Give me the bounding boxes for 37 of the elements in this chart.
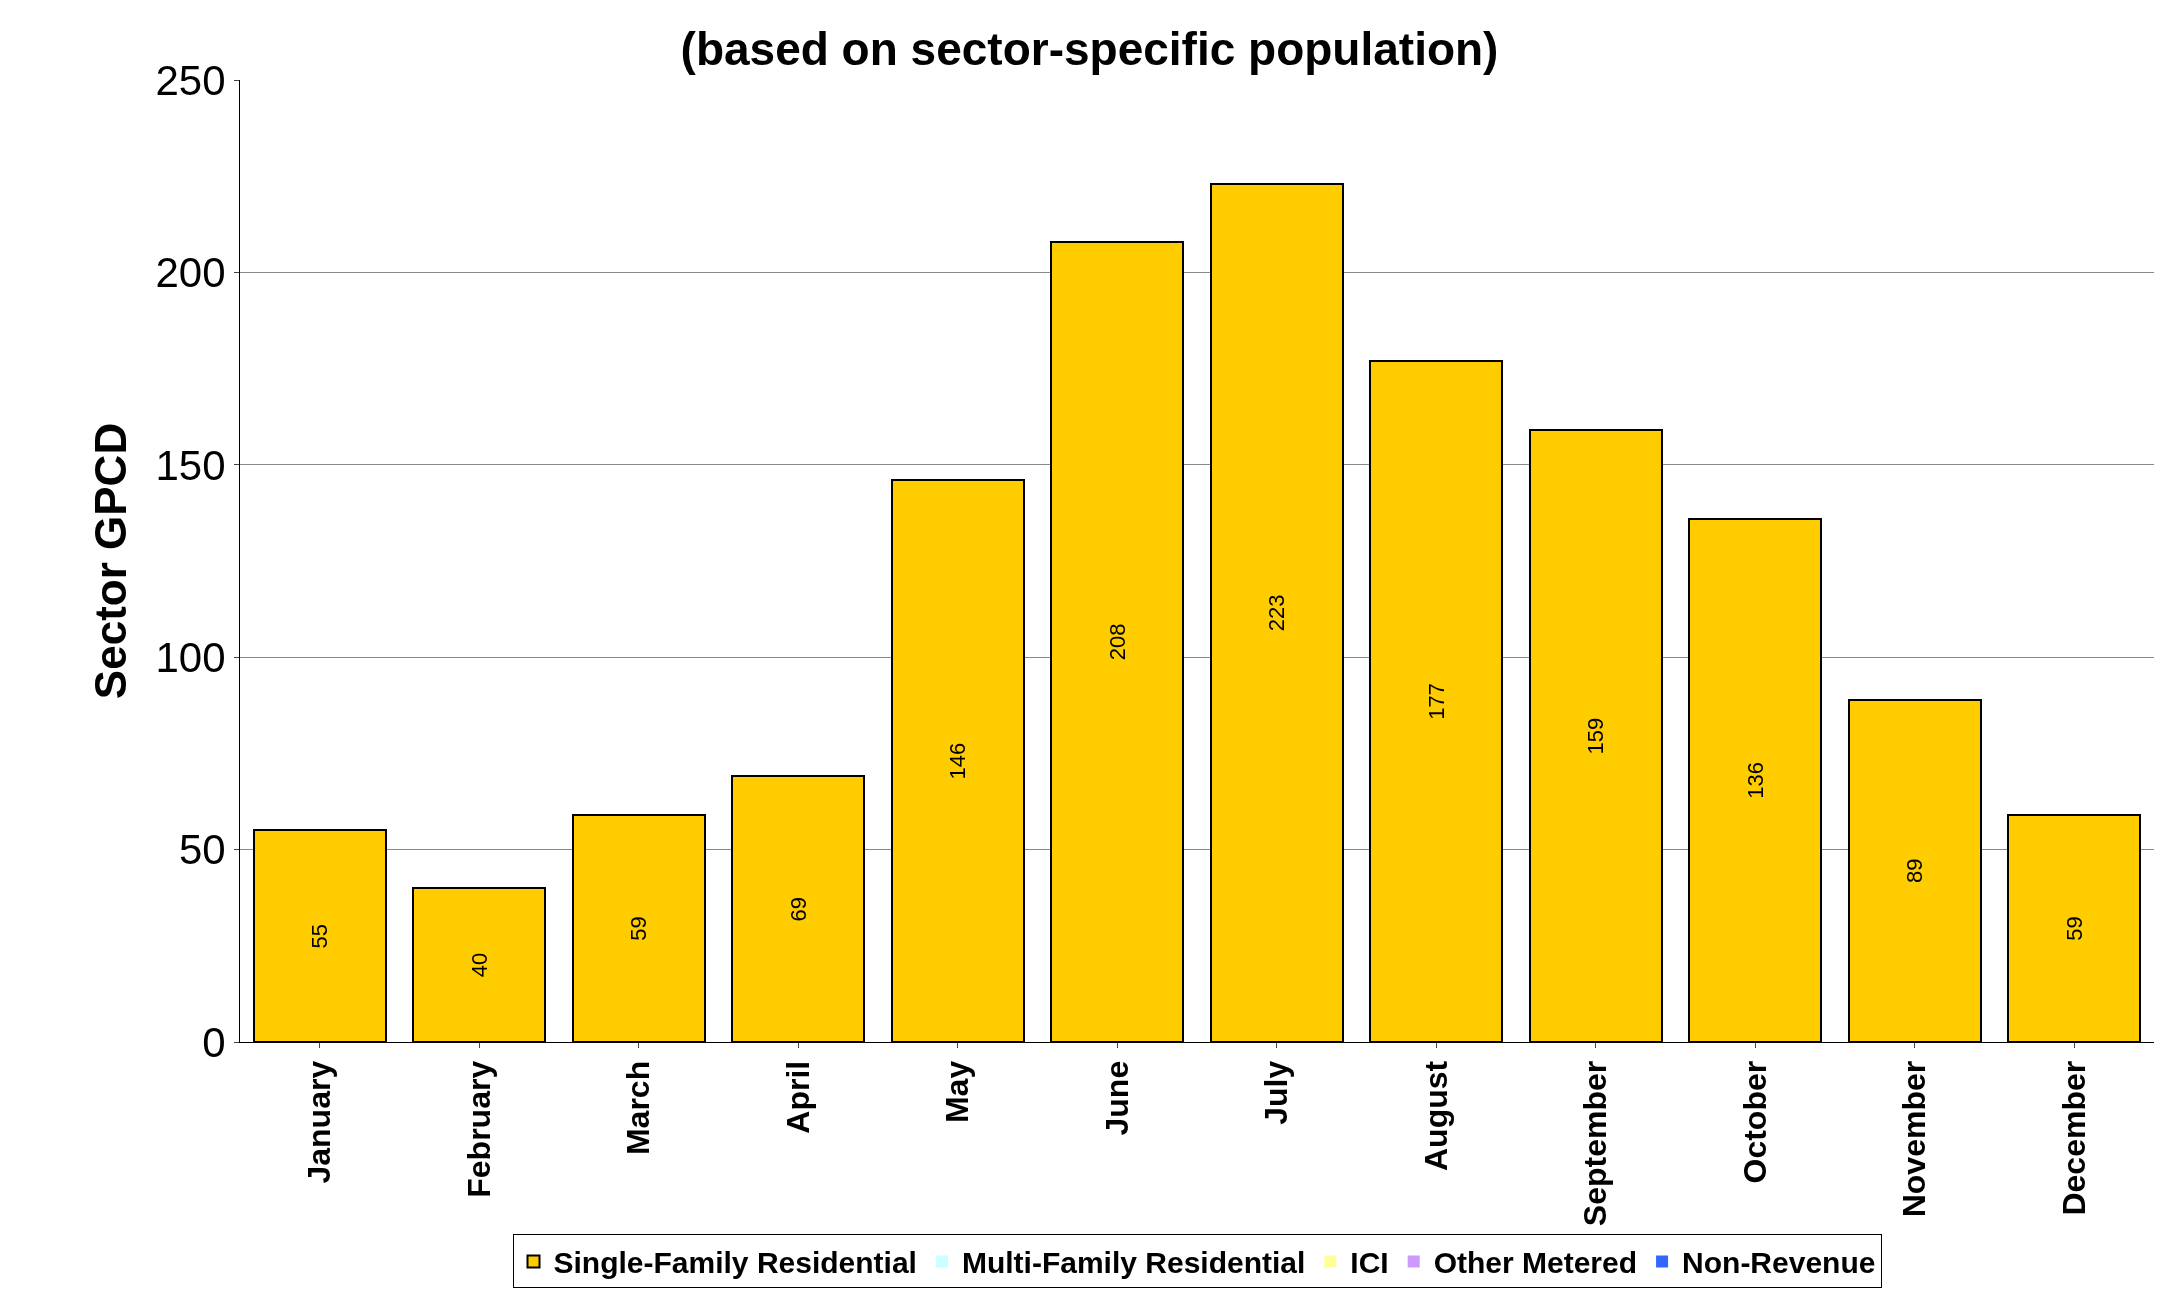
x-tick-label: December bbox=[2055, 1060, 2092, 1216]
x-tick-label: October bbox=[1736, 1060, 1773, 1184]
data-label: 208 bbox=[1104, 623, 1130, 661]
data-label: 136 bbox=[1742, 761, 1768, 799]
data-label: 146 bbox=[945, 742, 971, 780]
data-label: 69 bbox=[785, 897, 811, 922]
x-tick-label: July bbox=[1258, 1060, 1295, 1125]
data-label: 159 bbox=[1583, 717, 1609, 755]
chart-title: (based on sector-specific population) bbox=[680, 22, 1499, 75]
data-label: 55 bbox=[307, 923, 333, 949]
legend-label: ICI bbox=[1350, 1246, 1389, 1280]
y-tick-label: 200 bbox=[155, 249, 226, 297]
x-tick-label: February bbox=[460, 1060, 497, 1198]
x-tick-label: August bbox=[1417, 1060, 1454, 1171]
y-tick-label: 0 bbox=[202, 1018, 226, 1066]
y-tick-label: 100 bbox=[155, 633, 226, 681]
y-tick-label: 150 bbox=[155, 441, 226, 489]
legend-label: Single-Family Residential bbox=[553, 1246, 917, 1280]
y-axis-title: Sector GPCD bbox=[85, 422, 135, 700]
x-tick-label: March bbox=[620, 1060, 657, 1156]
y-tick-label: 50 bbox=[178, 826, 226, 874]
data-label: 59 bbox=[626, 916, 652, 941]
x-tick-label: September bbox=[1577, 1060, 1614, 1227]
legend-label: Non-Revenue bbox=[1682, 1246, 1876, 1280]
x-tick-label: May bbox=[939, 1060, 976, 1124]
data-label: 59 bbox=[2061, 916, 2087, 941]
y-tick-label: 250 bbox=[155, 56, 226, 104]
data-label: 89 bbox=[1902, 858, 1928, 884]
data-label: 177 bbox=[1423, 683, 1449, 720]
legend-label: Other Metered bbox=[1433, 1246, 1638, 1280]
x-tick-label: June bbox=[1098, 1060, 1135, 1136]
data-label: 223 bbox=[1264, 594, 1290, 632]
legend-label: Multi-Family Residential bbox=[961, 1246, 1306, 1280]
data-label: 40 bbox=[466, 952, 492, 978]
x-tick-label: April bbox=[779, 1060, 816, 1134]
x-tick-label: November bbox=[1896, 1060, 1933, 1218]
x-tick-label: January bbox=[301, 1060, 338, 1184]
